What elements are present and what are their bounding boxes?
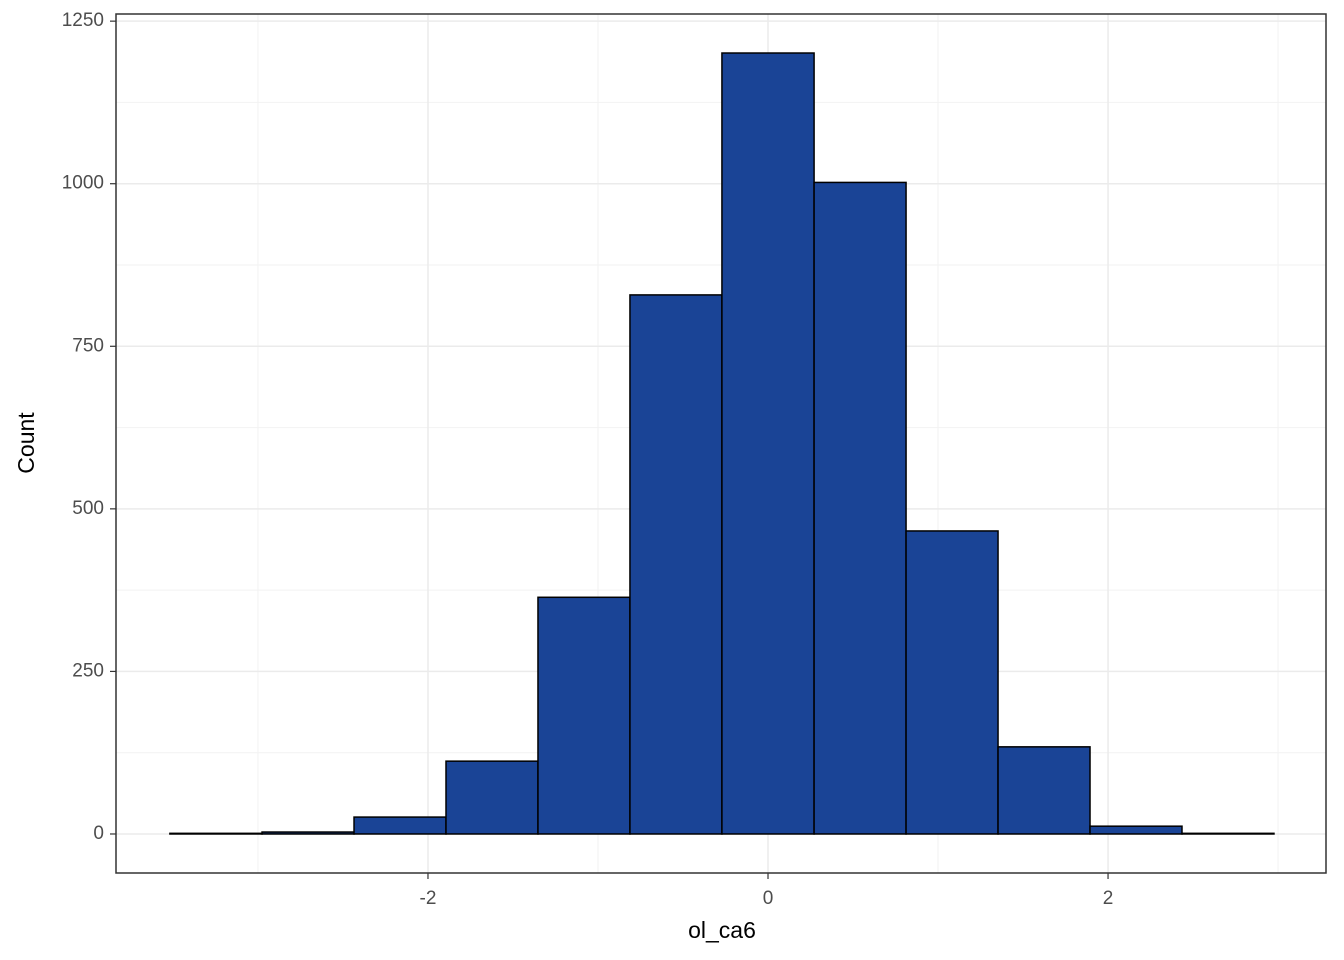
y-tick-label: 500 <box>72 498 104 519</box>
x-tick-label: 2 <box>1103 888 1114 909</box>
bar <box>721 52 815 835</box>
bar <box>537 596 631 835</box>
bar <box>169 832 263 835</box>
y-tick-label: 750 <box>72 335 104 356</box>
y-tick-label: 1250 <box>62 10 104 31</box>
x-tick-label: 0 <box>763 888 774 909</box>
bar <box>353 816 447 835</box>
bar <box>905 530 999 835</box>
y-tick-label: 250 <box>72 660 104 681</box>
x-axis-title: ol_ca6 <box>688 917 756 943</box>
bar <box>997 746 1091 835</box>
bar <box>813 181 907 835</box>
bar <box>1181 832 1275 835</box>
panel-border <box>115 13 1327 874</box>
y-axis-title: Count <box>13 412 39 474</box>
y-tick-label: 1000 <box>62 173 104 194</box>
bar <box>629 294 723 835</box>
bar <box>1089 825 1183 835</box>
y-tick-label: 0 <box>93 823 104 844</box>
x-tick-label: -2 <box>420 888 437 909</box>
bar <box>261 831 355 835</box>
bar <box>445 760 539 835</box>
